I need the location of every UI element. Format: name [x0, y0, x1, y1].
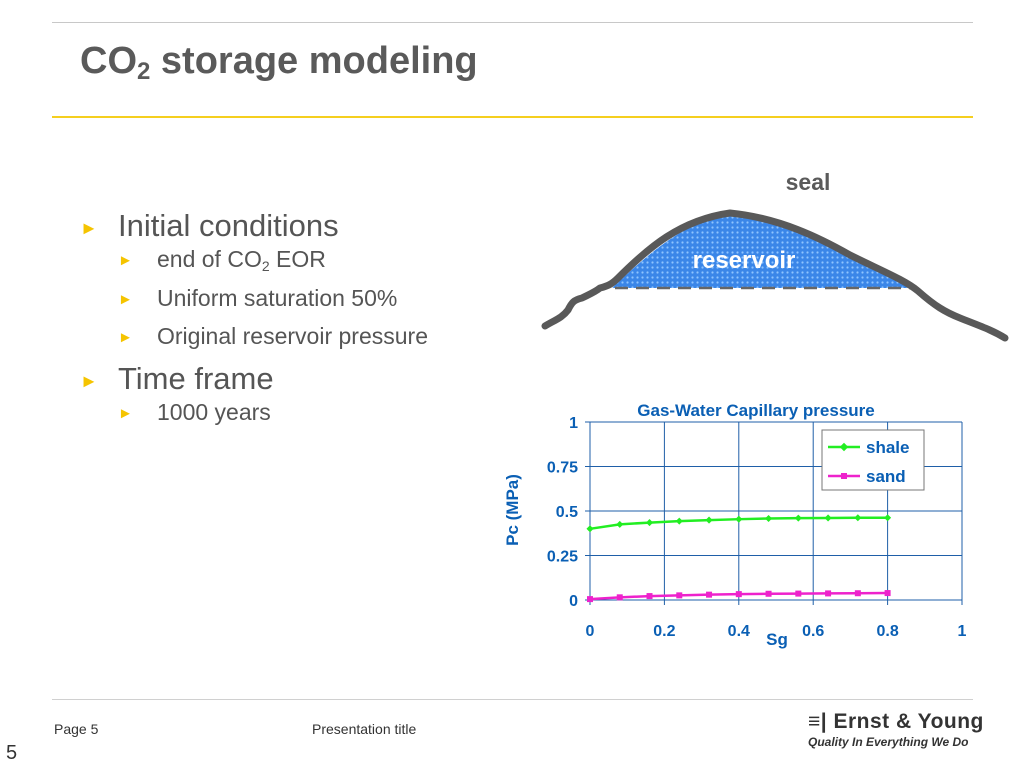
- sub-bullet-pressure: ► Original reservoir pressure: [118, 323, 428, 349]
- slide-title: CO2 storage modeling: [80, 40, 478, 85]
- sub-bullet-years: ► 1000 years: [118, 399, 271, 425]
- point-sand: [706, 591, 713, 598]
- x-tick-label: 0.8: [876, 623, 898, 640]
- x-tick-label: 0.6: [802, 623, 824, 640]
- sub-bullet-saturation: ► Uniform saturation 50%: [118, 285, 398, 311]
- capillary-pressure-chart: Gas-Water Capillary pressure 0 0.25 0.5 0.7…: [503, 401, 967, 649]
- y-tick-label: 1: [569, 415, 578, 432]
- point-shale: [645, 519, 654, 527]
- point-sand: [646, 593, 653, 600]
- y-tick-label: 0.75: [547, 460, 578, 477]
- page-label: Page 5: [54, 721, 99, 737]
- logo-tagline: Quality In Everything We Do: [808, 735, 969, 749]
- point-shale: [675, 517, 683, 525]
- seal-rock-line: [541, 209, 1009, 342]
- x-tick-label: 0.4: [728, 623, 750, 640]
- logo-mark-icon: ≡|: [808, 710, 828, 733]
- point-sand: [795, 590, 802, 597]
- point-sand: [676, 592, 683, 599]
- slide-number: 5: [6, 742, 18, 764]
- chart-title: Gas-Water Capillary pressure: [637, 401, 874, 420]
- point-shale: [705, 516, 713, 524]
- point-shale: [884, 514, 892, 522]
- presentation-title: Presentation title: [312, 721, 417, 737]
- y-axis-label: Pc (MPa): [503, 474, 522, 546]
- point-sand: [884, 590, 891, 597]
- sub-bullet-list: ► 1000 years: [118, 399, 428, 426]
- point-sand: [825, 590, 832, 597]
- seal-label: seal: [786, 169, 831, 195]
- bullet-arrow-icon: ►: [118, 329, 133, 346]
- point-sand: [854, 590, 861, 597]
- bullet-arrow-icon: ►: [118, 252, 133, 269]
- bullet-arrow-icon: ►: [118, 291, 133, 308]
- point-shale: [765, 514, 773, 523]
- point-shale: [794, 514, 802, 522]
- point-shale: [824, 514, 832, 522]
- point-shale: [735, 515, 743, 523]
- reservoir-label: reservoir: [693, 247, 796, 274]
- point-shale: [854, 514, 862, 522]
- sub-bullet-eor: ► end of CO2 EOR: [118, 246, 326, 274]
- bullet-time-frame: ► Time frame ► 1000 years: [80, 361, 428, 426]
- y-tick-label: 0: [569, 593, 578, 610]
- x-tick-label: 0.2: [653, 623, 675, 640]
- point-shale: [616, 520, 624, 528]
- bullet-initial-conditions: ► Initial conditions ► end of CO2 EOR ► …: [80, 208, 428, 350]
- reservoir-fill: [612, 215, 915, 288]
- ernst-young-logo: ≡| Ernst & Young Quality In Everything W…: [808, 710, 984, 749]
- x-axis-label: Sg: [766, 630, 788, 649]
- top-rule: [52, 22, 973, 23]
- reservoir-diagram: seal reservoir: [541, 169, 1009, 342]
- point-shale: [586, 525, 594, 533]
- legend-sand: sand: [866, 467, 906, 486]
- x-tick-label: 0: [586, 623, 595, 640]
- bullet-arrow-icon: ►: [80, 371, 98, 391]
- title-underline: [52, 116, 973, 118]
- chart-legend: shale sand: [821, 429, 925, 491]
- point-sand: [765, 590, 772, 597]
- y-tick-label: 0.5: [556, 504, 578, 521]
- bullet-arrow-icon: ►: [118, 405, 133, 422]
- x-axis-ticks: 0 0.2 0.4 0.6 0.8 1: [586, 600, 967, 640]
- bullet-list: ► Initial conditions ► end of CO2 EOR ► …: [80, 208, 428, 437]
- sub-bullet-list: ► end of CO2 EOR ► Uniform saturation 50…: [118, 246, 428, 350]
- point-sand: [735, 591, 742, 598]
- y-tick-label: 0.25: [547, 549, 578, 566]
- legend-shale: shale: [866, 438, 909, 457]
- footer-rule: [52, 699, 973, 700]
- point-sand: [587, 596, 593, 603]
- y-axis-ticks: 0 0.25 0.5 0.75 1: [547, 415, 590, 610]
- point-sand: [616, 594, 623, 601]
- bullet-arrow-icon: ►: [80, 218, 98, 238]
- chart-series: [586, 514, 892, 603]
- x-tick-label: 1: [958, 623, 967, 640]
